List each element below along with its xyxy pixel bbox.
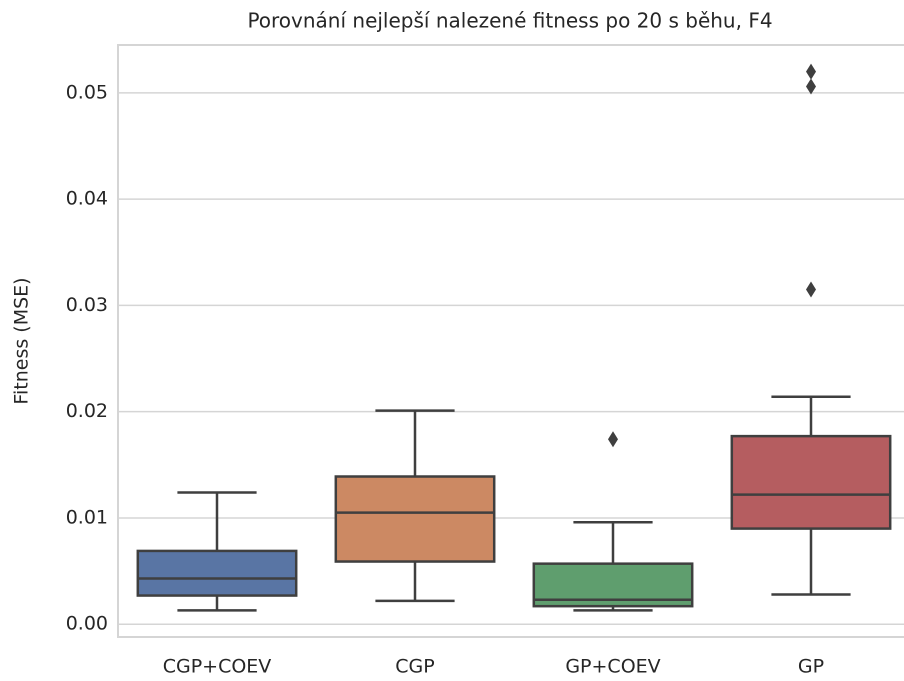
plot-frame (117, 44, 904, 638)
chart-title: Porovnání nejlepší nalezené fitness po 2… (247, 9, 772, 33)
outlier (806, 78, 816, 95)
box (334, 475, 496, 563)
outlier (806, 281, 816, 298)
y-tick-label: 0.01 (66, 506, 108, 528)
outlier (608, 431, 618, 448)
outlier (806, 63, 816, 80)
y-tick-label: 0.03 (66, 294, 108, 316)
box (730, 434, 892, 530)
x-tick-label: GP+COEV (565, 656, 660, 678)
y-tick-label: 0.02 (66, 400, 108, 422)
x-tick-label: CGP+COEV (163, 656, 272, 678)
x-tick-label: GP (798, 656, 824, 678)
y-tick-label: 0.05 (66, 81, 108, 103)
box (136, 549, 298, 597)
y-tick-label: 0.00 (66, 613, 108, 635)
y-axis-label: Fitness (MSE) (11, 277, 33, 404)
y-tick-label: 0.04 (66, 188, 108, 210)
x-tick-label: CGP (395, 656, 434, 678)
